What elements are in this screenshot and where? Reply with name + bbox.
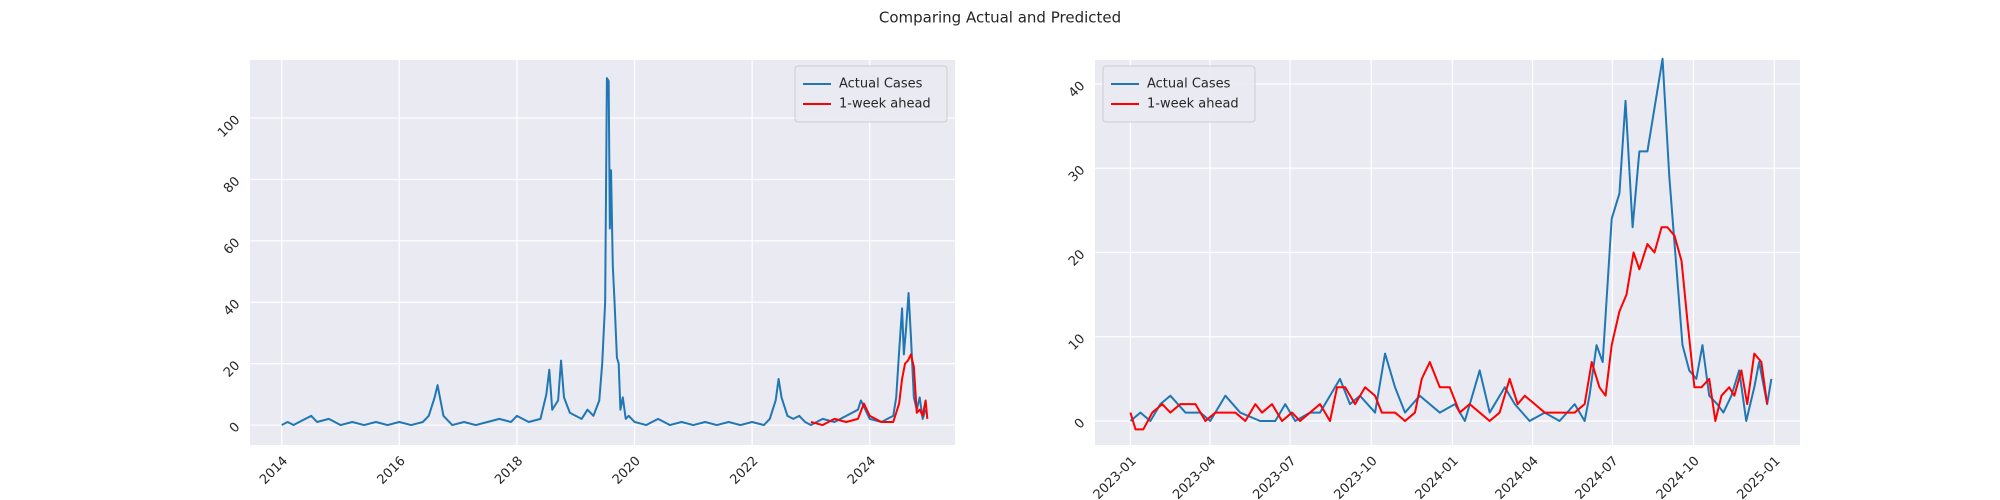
y-tick-label: 40 [221,297,243,319]
data-line [810,353,929,427]
y-tick-label: 60 [221,236,243,258]
x-tick-label: 2025-01 [1735,454,1784,500]
x-tick-label: 2024-07 [1573,454,1622,500]
legend-box [794,65,948,123]
x-tick-label: 2020 [610,454,644,488]
x-tick-label: 2023-07 [1250,454,1299,500]
plot-area [250,60,955,445]
data-line [1129,226,1769,431]
x-tick-label: 2016 [375,454,409,488]
y-tick-label: 20 [221,358,243,380]
data-line [1129,57,1773,422]
legend: Actual Cases 1-week ahead [794,65,948,123]
x-tick-label: 2024-10 [1654,454,1703,500]
x-tick-label: 2023-04 [1170,454,1219,500]
x-tick-label: 2022 [727,454,761,488]
x-tick-label: 2023-01 [1091,454,1140,500]
y-tick-label: 10 [1066,331,1088,353]
figure-title: Comparing Actual and Predicted [879,9,1121,27]
y-tick-label: 80 [221,174,243,196]
x-tick-label: 2024-04 [1493,454,1542,500]
legend-label: 1-week ahead [1147,97,1239,112]
y-tick-label: 0 [227,420,243,436]
legend-label: 1-week ahead [839,97,931,112]
x-tick-label: 2014 [257,454,291,488]
x-tick-label: 2023-10 [1331,454,1380,500]
y-tick-label: 30 [1066,163,1088,185]
y-tick-label: 100 [215,113,243,141]
data-line [281,77,927,427]
legend-box [1102,65,1256,123]
x-tick-label: 2024-01 [1413,454,1462,500]
x-tick-label: 2024 [845,454,879,488]
legend: Actual Cases 1-week ahead [1102,65,1256,123]
legend-label: Actual Cases [1147,77,1231,92]
y-tick-label: 0 [1072,416,1088,432]
y-tick-label: 40 [1066,79,1088,101]
y-tick-label: 20 [1066,247,1088,269]
x-tick-label: 2018 [492,454,526,488]
legend-label: Actual Cases [839,77,923,92]
